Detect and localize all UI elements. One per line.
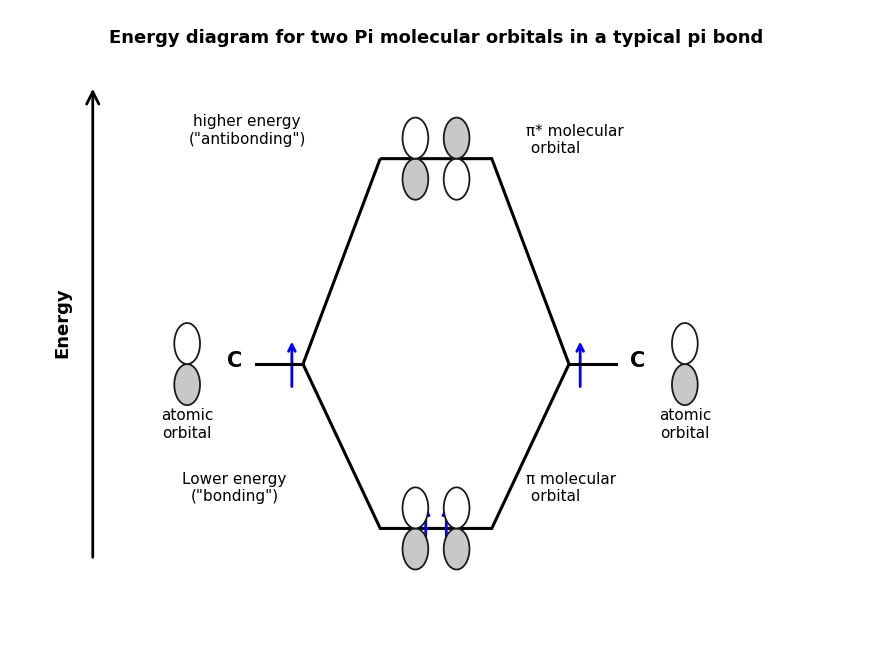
Text: Energy diagram for two Pi molecular orbitals in a typical pi bond: Energy diagram for two Pi molecular orbi… bbox=[109, 29, 763, 47]
Ellipse shape bbox=[444, 118, 469, 159]
Ellipse shape bbox=[672, 323, 698, 364]
Ellipse shape bbox=[403, 118, 428, 159]
Ellipse shape bbox=[444, 528, 469, 570]
Text: Energy: Energy bbox=[54, 287, 72, 359]
Text: π* molecular
 orbital: π* molecular orbital bbox=[526, 124, 623, 156]
Text: π molecular
 orbital: π molecular orbital bbox=[526, 472, 617, 504]
Ellipse shape bbox=[672, 364, 698, 405]
Ellipse shape bbox=[403, 528, 428, 570]
Ellipse shape bbox=[174, 364, 200, 405]
Ellipse shape bbox=[403, 159, 428, 200]
Ellipse shape bbox=[444, 487, 469, 528]
Ellipse shape bbox=[444, 159, 469, 200]
Ellipse shape bbox=[174, 323, 200, 364]
Text: atomic
orbital: atomic orbital bbox=[161, 408, 214, 441]
Text: C: C bbox=[630, 351, 645, 371]
Text: C: C bbox=[227, 351, 242, 371]
Ellipse shape bbox=[403, 487, 428, 528]
Text: Lower energy
("bonding"): Lower energy ("bonding") bbox=[182, 472, 287, 504]
Text: higher energy
("antibonding"): higher energy ("antibonding") bbox=[188, 114, 306, 147]
Text: atomic
orbital: atomic orbital bbox=[658, 408, 711, 441]
